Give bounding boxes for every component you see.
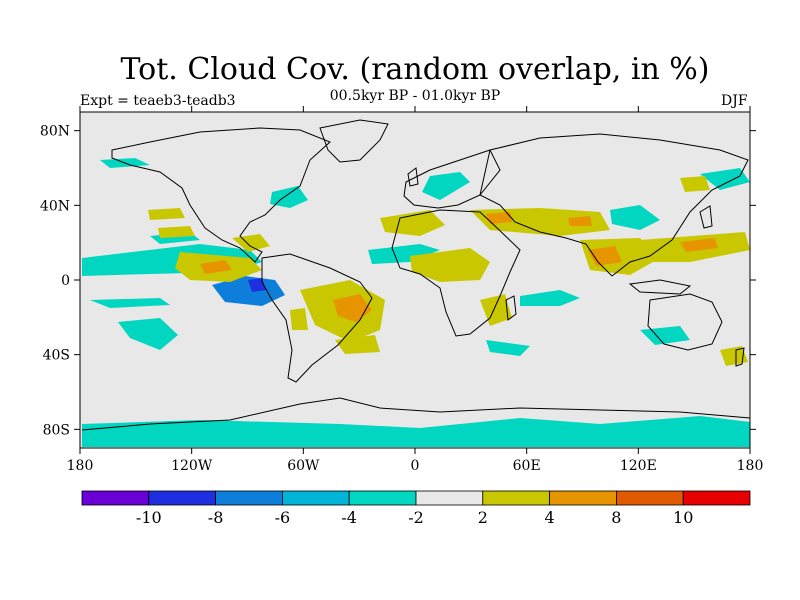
coast-indonesia (628, 279, 692, 295)
season-label: DJF (721, 93, 748, 109)
anomaly-blue-ep (212, 276, 285, 306)
coastlines (81, 119, 751, 431)
anomaly-cyan-s-pacific (118, 318, 178, 350)
anomaly-yellow-med (380, 210, 445, 236)
colorbar: -10 -8 -6 -4 -2 2 4 8 10 (81, 490, 751, 527)
coast-africa (391, 209, 521, 337)
coast-nz (735, 347, 745, 367)
coast-madagascar (505, 295, 517, 321)
anomaly-cyan-ne-asia (700, 168, 750, 190)
lon-tick-label: 60E (513, 458, 541, 474)
anomaly-yellow-s-atlantic (335, 335, 380, 354)
period-label: 00.5kyr BP - 01.0kyr BP (329, 88, 501, 104)
lat-tick-label: 40S (43, 348, 70, 364)
colorbar-label: 8 (611, 508, 621, 527)
colorbar-label: -6 (275, 508, 291, 527)
longitude-axis: 180 120W 60W 0 60E 120E 180 (67, 106, 764, 474)
anomaly-cyan-na (270, 186, 308, 208)
colorbar-swatch (682, 490, 751, 506)
colorbar-swatch (549, 490, 617, 506)
anomaly-cyan-n-atlantic (422, 172, 470, 200)
anomaly-yellow-peru (290, 308, 308, 330)
colorbar-swatch (616, 490, 684, 506)
anomaly-yellow-s-asia (580, 238, 660, 275)
plot-title: Tot. Cloud Cov. (random overlap, in %) (120, 52, 710, 87)
colorbar-swatch (482, 490, 550, 506)
lon-tick-label: 120E (620, 458, 657, 474)
anomaly-yellow-ne-pacific (148, 208, 185, 220)
anomaly-orange-pacific (680, 238, 718, 252)
anomaly-yellow-africa (410, 248, 490, 282)
latitude-axis: 80N 40N 0 40S 80S (40, 124, 756, 438)
anomaly-yellow-caribbean (232, 234, 270, 252)
anomaly-orange-iran (568, 216, 592, 226)
anomaly-cyan-indian (520, 290, 580, 306)
colorbar-swatch (148, 490, 217, 506)
coast-australia (647, 293, 723, 351)
colorbar-swatch (215, 490, 283, 506)
anomaly-cyan-s-indian (486, 340, 530, 356)
lat-tick-label: 80N (40, 124, 70, 140)
lat-tick-label: 40N (40, 198, 70, 214)
coast-greenland (319, 119, 389, 163)
anomaly-yellow-siberia (680, 176, 710, 192)
anomaly-orange-arabia (486, 212, 512, 224)
anomaly-fields (82, 158, 750, 447)
coast-south-america (261, 253, 373, 383)
lat-tick-label: 80S (43, 422, 70, 438)
colorbar-swatch (281, 490, 350, 506)
colorbar-label: -10 (136, 508, 162, 527)
experiment-label: Expt = teaeb3-teadb3 (80, 93, 236, 109)
colorbar-label: 4 (545, 508, 555, 527)
colorbar-swatch (348, 490, 417, 506)
lon-tick-label: 60W (287, 458, 320, 474)
coast-north-america (111, 127, 331, 263)
anomaly-cyan-sw-pacific (90, 298, 170, 308)
colorbar-label: 10 (673, 508, 693, 527)
anomaly-cyan-atlantic (368, 244, 440, 264)
anomaly-cyan-asia (610, 205, 660, 230)
anomaly-yellow-n-pacific (158, 226, 195, 238)
colorbar-swatch (415, 490, 484, 506)
lon-tick-label: 0 (411, 458, 420, 474)
colorbar-label: -4 (341, 508, 357, 527)
coast-uk (407, 167, 419, 187)
coast-japan (699, 205, 713, 229)
anomaly-yellow-madagascar (480, 294, 512, 326)
lon-tick-label: 180 (67, 458, 94, 474)
anomaly-yellow-nz (720, 346, 748, 366)
map-background (80, 112, 750, 448)
lon-tick-label: 180 (737, 458, 764, 474)
anomaly-cyan-southern-ocean (82, 416, 750, 447)
coast-asia (479, 133, 749, 277)
lat-tick-label: 0 (61, 273, 70, 289)
anomaly-orange-india (588, 246, 622, 266)
colorbar-label: -8 (208, 508, 224, 527)
colorbar-swatch (81, 490, 150, 506)
map-area (79, 111, 751, 449)
colorbar-label: 2 (478, 508, 488, 527)
lon-tick-label: 120W (171, 458, 213, 474)
anomaly-orange-ep (200, 260, 232, 274)
coast-antarctica (81, 397, 751, 431)
colorbar-label: -2 (408, 508, 424, 527)
